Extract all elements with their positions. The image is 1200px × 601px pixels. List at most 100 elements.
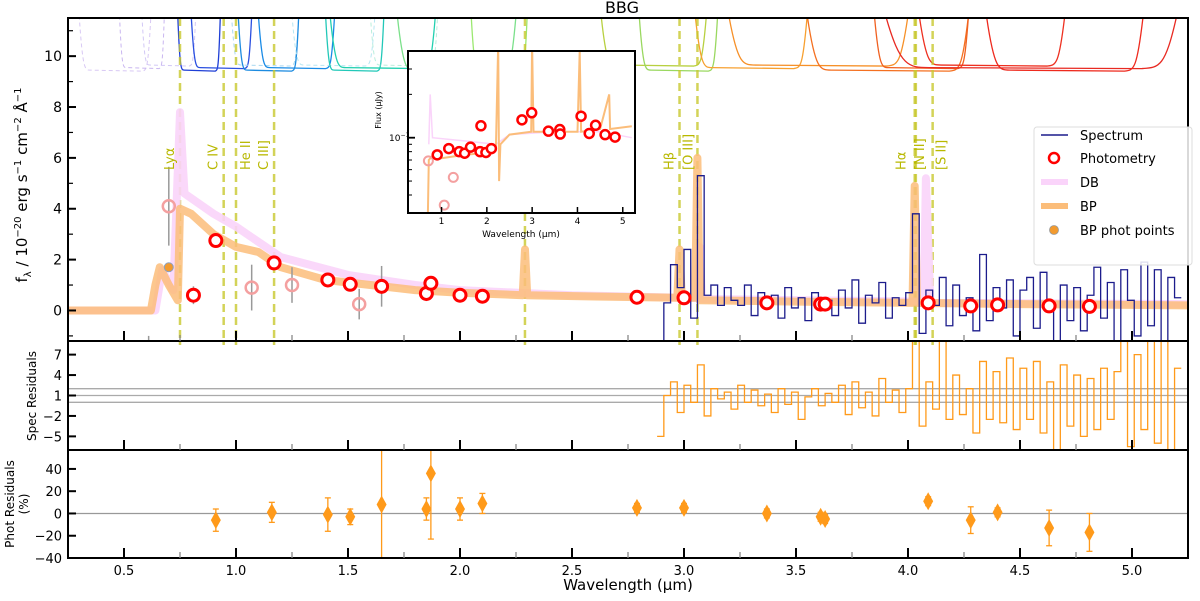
x-axis-label: Wavelength (μm) <box>563 576 693 594</box>
photometry-low-snr-point <box>161 198 177 214</box>
legend: Spectrum Photometry DB BP BP phot points <box>1033 126 1193 266</box>
photometry-point <box>185 287 201 303</box>
bp-phot-point <box>163 262 174 273</box>
y-tick-label: 10 <box>44 49 62 65</box>
phot-residuals-y-label: Phot Residuals <box>3 460 17 548</box>
photometry-point <box>423 275 439 291</box>
photometry-point <box>817 296 833 312</box>
filter-curve <box>119 18 165 70</box>
inset-photometry-point <box>554 128 566 140</box>
photometry-point <box>1081 298 1097 314</box>
emission-line-label: [O III] <box>681 134 696 170</box>
y-tick-label: −2 <box>43 410 62 425</box>
legend-label-bp-phot: BP phot points <box>1080 224 1175 239</box>
inset-x-tick-label: 1 <box>439 217 445 227</box>
phot-residual-point <box>679 498 689 517</box>
photometry-point <box>474 288 490 304</box>
photometry-point <box>963 298 979 314</box>
filter-curve <box>600 18 707 67</box>
y-tick-label: 20 <box>45 485 62 500</box>
phot-residual-point <box>322 505 333 524</box>
legend-swatch-photometry <box>1047 151 1061 165</box>
photometry-point <box>320 272 336 288</box>
inset-photometry-low-snr-point <box>422 155 434 167</box>
inset-photometry-point <box>542 125 555 137</box>
photometry-point <box>990 297 1006 313</box>
filter-curve <box>257 18 336 70</box>
main-y-axis-label: fλ / 10−20 erg s−1 cm−2 Å−1 <box>12 88 34 283</box>
inset-x-tick-label: 5 <box>620 217 626 227</box>
x-tick-label: 2.0 <box>450 564 471 579</box>
inset-photometry-point <box>525 107 538 119</box>
y-tick-label: 1 <box>54 390 62 405</box>
filter-curve <box>141 18 197 67</box>
photometry-low-snr-point <box>351 296 367 312</box>
y-tick-label: 0 <box>53 303 62 319</box>
phot-residual-point <box>631 498 642 517</box>
inset-frame <box>407 50 636 214</box>
legend-label-bp: BP <box>1080 200 1097 215</box>
chart-title: BBG <box>605 0 639 17</box>
emission-line-label: [N II] <box>913 138 928 170</box>
emission-line-label: Hα <box>895 152 910 170</box>
spectrum-line <box>657 175 1182 341</box>
x-tick-label: 1.0 <box>226 564 247 579</box>
legend-label-db: DB <box>1080 176 1099 191</box>
y-tick-label: 40 <box>45 463 62 478</box>
x-tick-label: 5.0 <box>1122 564 1143 579</box>
phot-residual-point <box>376 495 387 514</box>
inset-y-tick-label: 10−1 <box>389 132 409 144</box>
photometry-point <box>452 287 468 303</box>
inset-photometry-point <box>475 120 487 132</box>
filter-curve <box>370 18 438 67</box>
y-tick-label: 8 <box>53 100 62 116</box>
spec-residuals-plot-area <box>68 341 1188 450</box>
filter-curve <box>291 18 376 67</box>
filter-curve <box>325 18 385 72</box>
y-tick-label: −5 <box>43 430 62 445</box>
y-tick-label: 4 <box>53 202 62 218</box>
y-tick-label: 7 <box>54 349 62 364</box>
emission-line-label: Lyα <box>163 148 178 170</box>
phot-residual-point <box>455 500 465 519</box>
phot-residual-point <box>992 503 1003 522</box>
phot-residual-point <box>761 504 772 523</box>
inset-photometry-point <box>583 127 595 140</box>
emission-line-label: Hβ <box>663 152 678 170</box>
inset-photometry-point <box>589 119 602 132</box>
phot-residual-point <box>477 494 488 513</box>
spec-residuals-line <box>657 341 1182 450</box>
inset-photometry-low-snr-point <box>447 171 459 183</box>
photometry-point <box>759 295 775 311</box>
y-tick-label: 6 <box>53 151 62 167</box>
bp-model-line <box>68 153 1188 315</box>
inset-photometry-point <box>599 128 611 141</box>
photometry-point <box>676 290 692 306</box>
inset-x-tick-label: 4 <box>575 217 581 227</box>
emission-line-label: C III] <box>257 140 272 170</box>
phot-residuals-plot-area <box>68 450 1188 558</box>
inset-photometry-point <box>443 142 455 155</box>
photometry-point <box>266 255 282 271</box>
emission-line-label: C IV <box>207 144 222 170</box>
phot-residual-point <box>965 511 976 530</box>
filter-curve <box>885 18 1177 70</box>
inset-photometry-point <box>575 110 587 122</box>
x-tick-label: 4.0 <box>898 564 919 579</box>
x-tick-label: 4.5 <box>1010 564 1031 579</box>
photometry-low-snr-point <box>143 345 155 357</box>
phot-residual-point <box>820 510 831 529</box>
photometry-point <box>1041 298 1057 314</box>
filter-curve <box>918 18 1066 67</box>
photometry-point <box>342 276 358 292</box>
inset-photometry-point <box>485 142 498 155</box>
phot-residual-point <box>1044 518 1055 537</box>
y-tick-label: 2 <box>53 253 62 269</box>
inset-x-label: Wavelength (μm) <box>482 230 560 240</box>
filter-curve <box>177 18 221 72</box>
photometry-point <box>629 289 645 305</box>
inset-photometry-point <box>431 149 443 161</box>
x-tick-label: 3.0 <box>674 564 695 579</box>
y-tick-label: 4 <box>54 369 62 384</box>
